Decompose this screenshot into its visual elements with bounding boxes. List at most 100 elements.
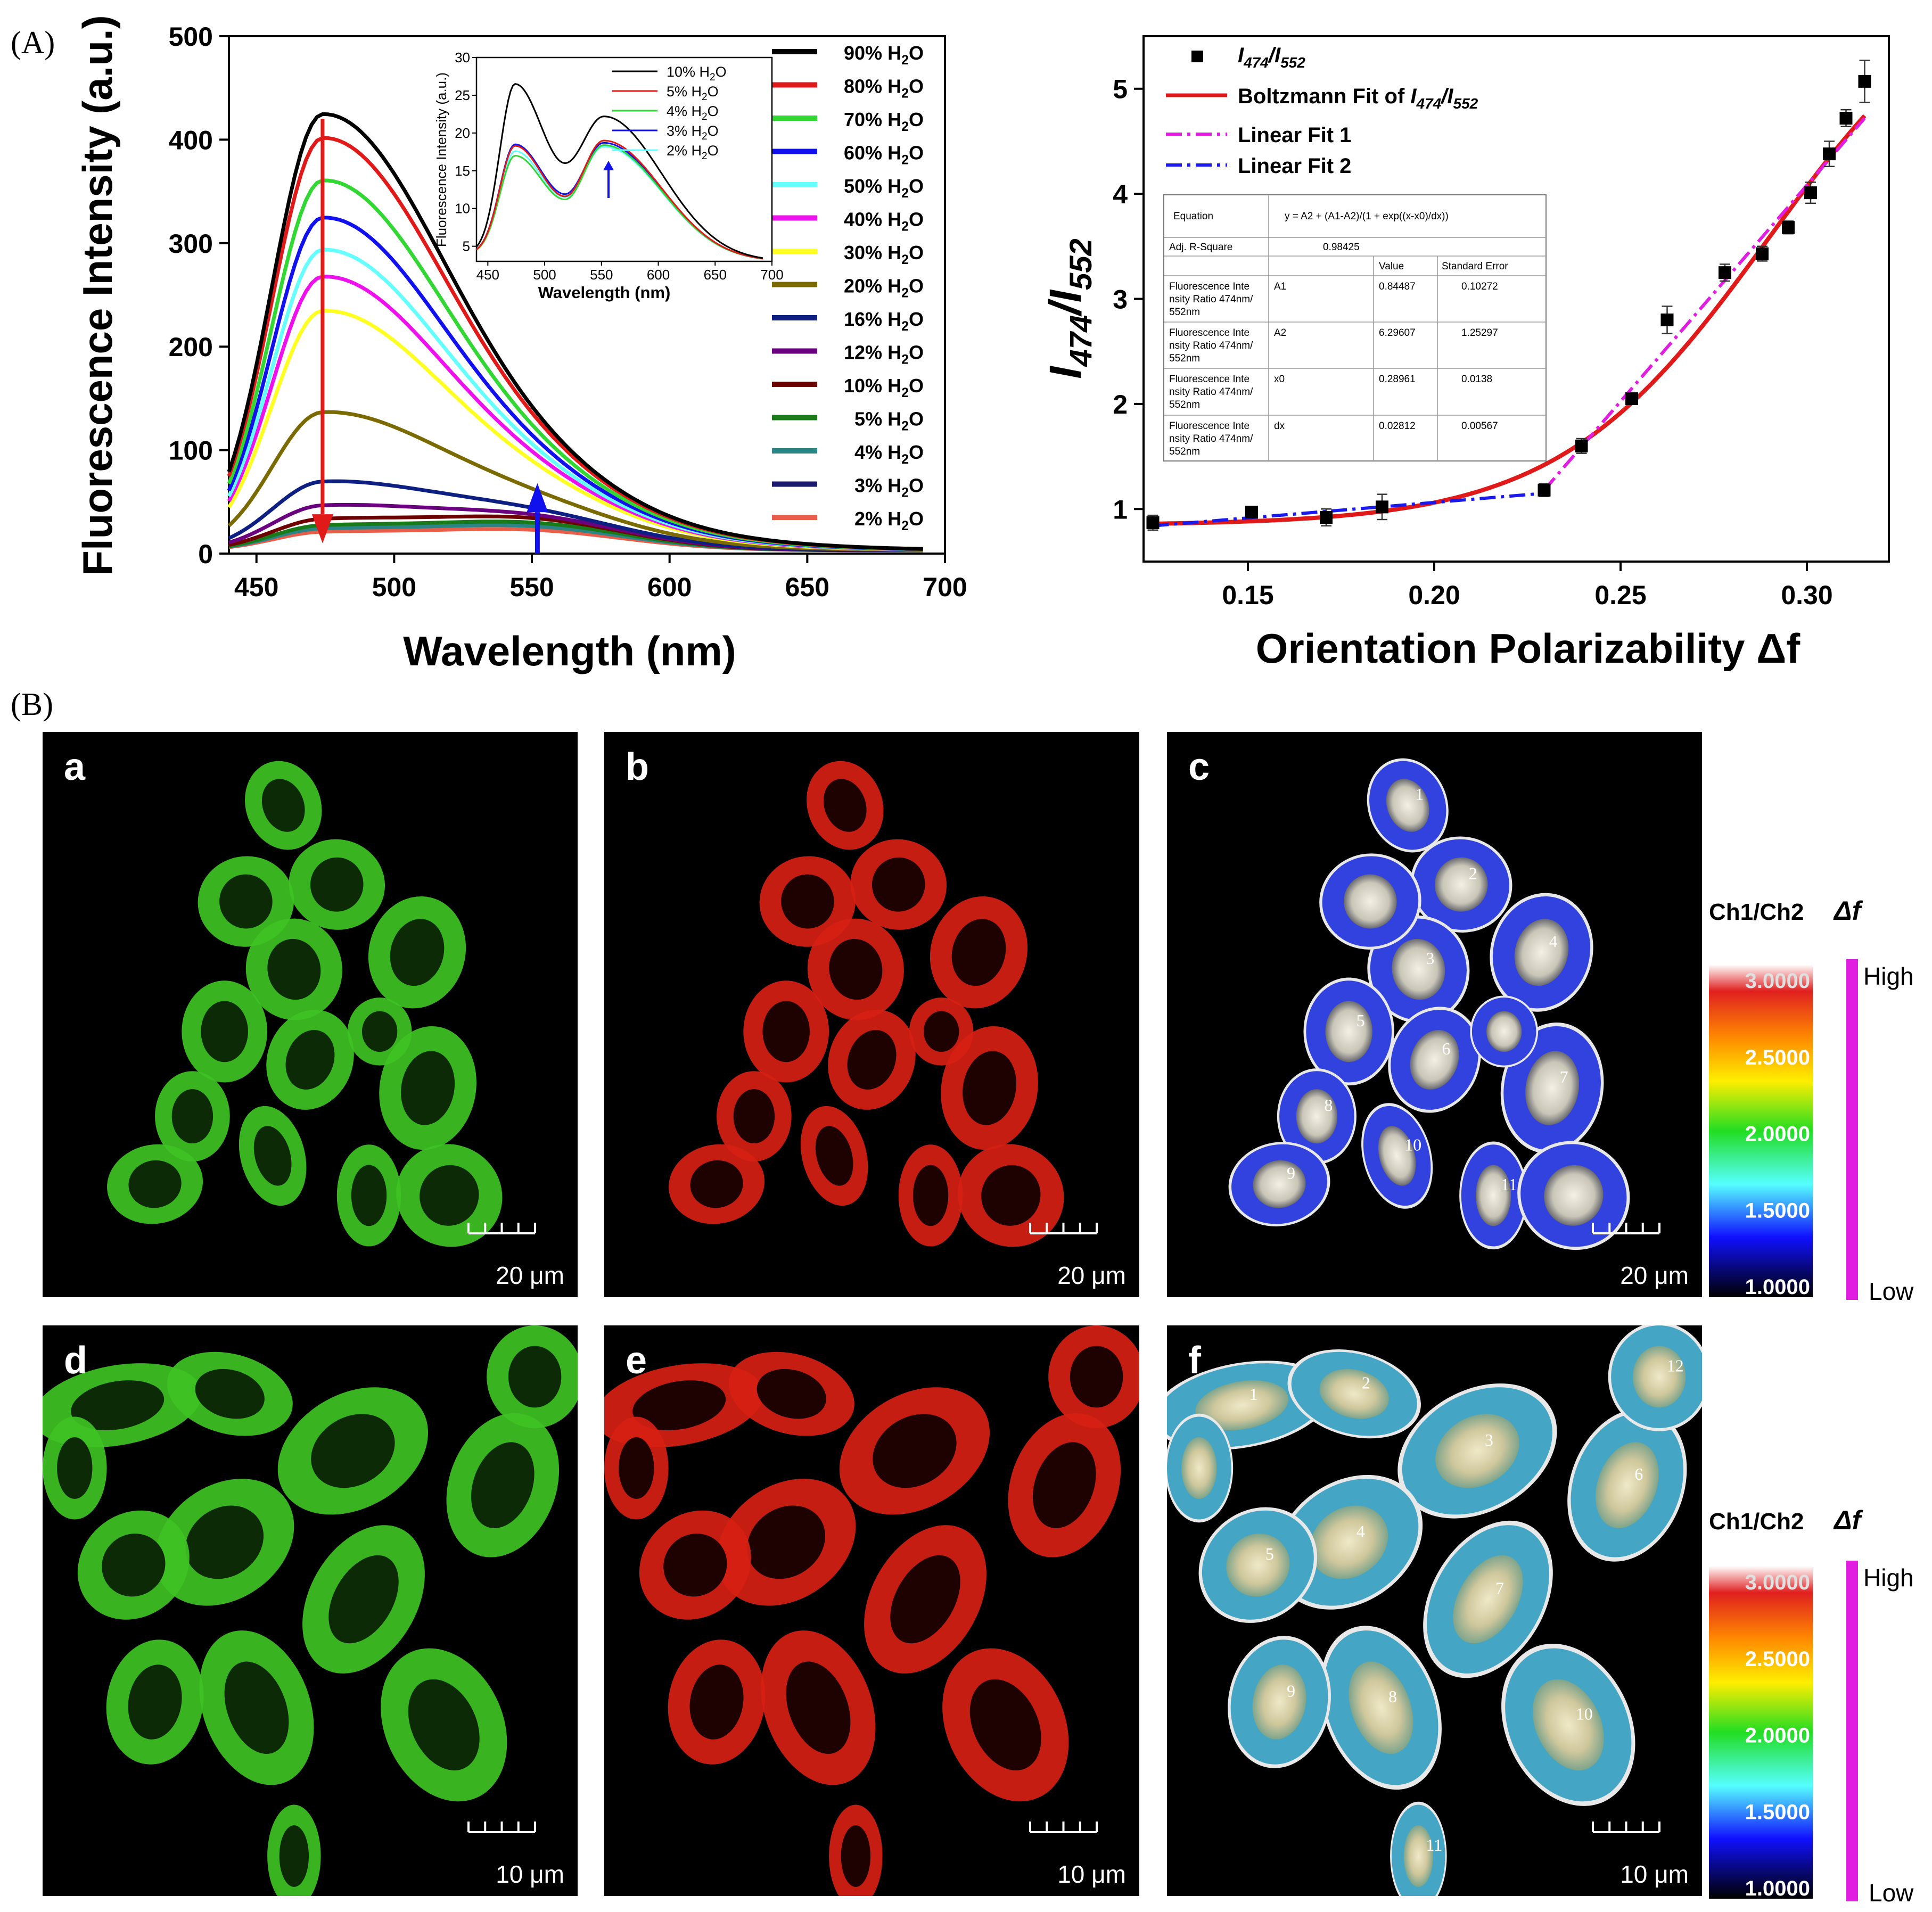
data-point: [1575, 439, 1588, 452]
legend-label-10%: 10% H2O: [844, 375, 924, 400]
cell-nucleus: [1378, 1126, 1416, 1186]
cell-nucleus: [1514, 919, 1569, 986]
cell-nucleus: [1252, 1664, 1306, 1740]
cell-nucleus: [390, 919, 445, 986]
table-row-label: nsity Ratio 474nm/: [1169, 294, 1253, 305]
cell-nucleus: [1310, 1505, 1388, 1579]
table-value: 0.84487: [1379, 281, 1416, 292]
cell: [198, 856, 294, 947]
scale-bar-label: 10 μm: [1620, 1860, 1689, 1888]
inset-plot-frame: [475, 56, 773, 262]
ratio-x-tick-label: 0.20: [1408, 580, 1460, 610]
cell-nucleus: [361, 1011, 398, 1052]
colorbar-tick-label: 1.5000: [1745, 1800, 1810, 1824]
cell: [1048, 1325, 1139, 1428]
cell: [1319, 853, 1421, 950]
table-col-value: Value: [1379, 261, 1404, 272]
micro-panel-e: e 10 μm: [604, 1325, 1139, 1896]
delta-f-bar: [1846, 959, 1858, 1300]
data-point: [1719, 266, 1731, 279]
cell-nucleus: [1475, 1165, 1511, 1226]
table-row-label: Fluorescence Inte: [1169, 327, 1249, 339]
table-error: 1.25297: [1461, 327, 1498, 339]
cell-number: 11: [1501, 1175, 1517, 1194]
cell-nucleus: [815, 1126, 853, 1186]
cell-nucleus: [195, 1369, 265, 1419]
cell-nucleus: [762, 1001, 810, 1062]
table-row-label: nsity Ratio 474nm/: [1169, 340, 1253, 351]
cell-nucleus: [1434, 857, 1488, 912]
inset-x-tick-label: 650: [704, 267, 727, 283]
data-point: [1146, 516, 1160, 529]
cell-nucleus: [1226, 1534, 1290, 1597]
colorbar-tick-label: 1.5000: [1745, 1199, 1810, 1222]
table-row-label: 552nm: [1169, 446, 1200, 457]
table-param: A1: [1274, 281, 1286, 292]
cell-nucleus: [224, 1661, 289, 1754]
table-r2-label: Adj. R-Square: [1169, 242, 1232, 253]
table-row-A2: Fluorescence Intensity Ratio 474nm/552nm…: [1169, 327, 1498, 364]
cell: [1361, 1103, 1433, 1209]
cell-nucleus: [261, 779, 305, 832]
cell-number: 3: [1485, 1430, 1493, 1449]
cell-nucleus: [128, 1160, 182, 1208]
spectra-x-tick-label: 650: [785, 572, 829, 602]
table-equation-label: Equation: [1173, 211, 1213, 222]
cell: [266, 1010, 354, 1110]
cell-nucleus: [632, 1380, 726, 1431]
panel-label-B: (B): [11, 687, 53, 722]
inset-line-10%: [475, 83, 763, 259]
fit-parameter-table: Equation y = A2 + (A1-A2)/(1 + exp((x-x0…: [1163, 194, 1547, 461]
spectrum-line-16%: [228, 479, 923, 553]
cell-nucleus: [1544, 1165, 1604, 1226]
cell: [717, 1479, 856, 1606]
cell: [717, 1071, 792, 1162]
micro-panel-letter: a: [64, 746, 86, 788]
table-row-label: Fluorescence Inte: [1169, 374, 1249, 385]
cell-number: 5: [1356, 1011, 1365, 1030]
table-row-A1: Fluorescence Inte nsity Ratio 474nm/552nm…: [1169, 281, 1498, 318]
cell: [898, 1144, 963, 1247]
cell-nucleus: [890, 1555, 960, 1644]
cell: [336, 1144, 401, 1247]
inset-x-tick-label: 550: [590, 267, 613, 283]
spectra-y-axis-label: Fluorescence Intensity (a.u.): [74, 15, 121, 575]
cell-nucleus: [420, 1165, 479, 1226]
cell: [381, 1648, 507, 1802]
spectra-plot-frame: [228, 35, 946, 555]
cell: [668, 1639, 766, 1765]
scale-bar-label: 20 μm: [1620, 1262, 1689, 1289]
cell: [839, 1387, 990, 1515]
cell-nucleus: [310, 857, 364, 912]
legend-label-70%: 70% H2O: [844, 109, 924, 134]
cell: [1490, 893, 1593, 1012]
ratio-y-axis-label: I474/I552: [1040, 238, 1098, 379]
red-arrowhead: [311, 514, 333, 543]
cell-nucleus: [690, 1160, 743, 1208]
ratio-y-tick-label: 3: [1113, 285, 1128, 315]
cell-nucleus: [328, 1555, 399, 1644]
cell-nucleus: [1403, 1825, 1433, 1887]
cell: [277, 1387, 429, 1515]
spectra-x-tick-label: 700: [923, 572, 967, 602]
table-row-label: 552nm: [1169, 353, 1200, 364]
table-value: 0.28961: [1379, 374, 1416, 385]
legend-label-50%: 50% H2O: [844, 175, 924, 201]
legend-label-30%: 30% H2O: [844, 242, 924, 267]
cell: [289, 839, 385, 930]
cell: [941, 1026, 1038, 1150]
ratio-chart: 0.15 0.20 0.25 0.30 1 2 3 4 5 Orientation Polari…: [1040, 35, 1890, 672]
cell-nucleus: [57, 1437, 93, 1499]
cell-number: 9: [1287, 1164, 1295, 1183]
spectra-chart: 450 500 550 600 650 700 0 100 200 300 400 500 Wavel…: [74, 15, 967, 674]
cell: [106, 1639, 204, 1765]
cell-nucleus: [171, 1089, 213, 1144]
table-row-dx: Fluorescence Intensity Ratio 474nm/552nm…: [1169, 421, 1498, 457]
cell-number: 1: [1415, 785, 1424, 804]
delta-f-high-label: High: [1863, 962, 1914, 990]
micro-panel-letter: b: [626, 746, 649, 788]
inset-y-tick-label: 15: [455, 163, 470, 179]
spectra-y-tick-label: 500: [169, 22, 213, 52]
inset-y-tick-label: 25: [455, 87, 470, 103]
micro-panel-b: b 20 μm: [604, 732, 1139, 1297]
